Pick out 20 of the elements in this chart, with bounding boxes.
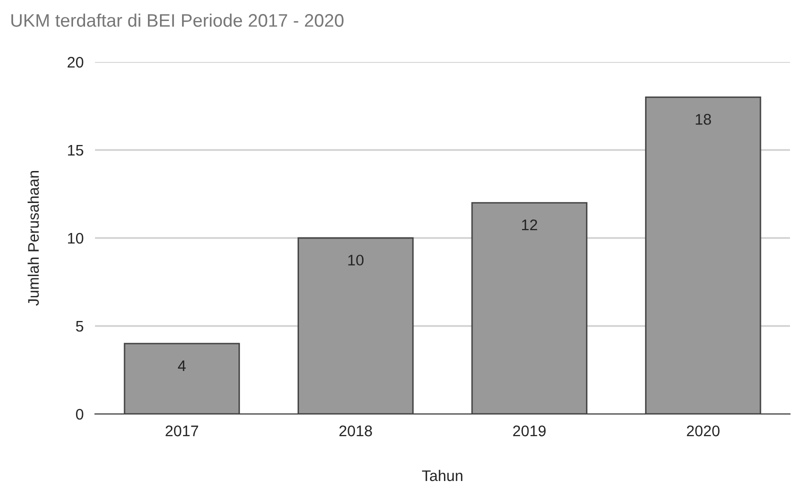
y-tick-label: 15 (68, 145, 84, 156)
bar (124, 342, 240, 414)
bar (471, 202, 588, 414)
data-label: 10 (348, 254, 364, 266)
chart-title: UKM terdaftar di BEI Periode 2017 - 2020 (11, 14, 344, 27)
y-tick-label: 10 (68, 232, 84, 244)
x-tick-label: 2018 (339, 426, 372, 436)
y-tick-label: 20 (68, 56, 84, 68)
x-tick-label: 2019 (513, 426, 546, 436)
data-label: 12 (522, 220, 538, 230)
bar (298, 237, 414, 414)
y-tick-label: 0 (76, 408, 84, 420)
x-axis-title: Tahun (422, 470, 462, 482)
data-label: 18 (696, 114, 711, 125)
x-tick-label: 2020 (686, 426, 720, 436)
y-axis-title: Jumlah Perusahaan (28, 171, 39, 306)
y-tick-label: 5 (76, 321, 84, 332)
data-label: 4 (178, 360, 186, 371)
x-tick-label: 2017 (166, 426, 198, 436)
bar (645, 96, 762, 414)
